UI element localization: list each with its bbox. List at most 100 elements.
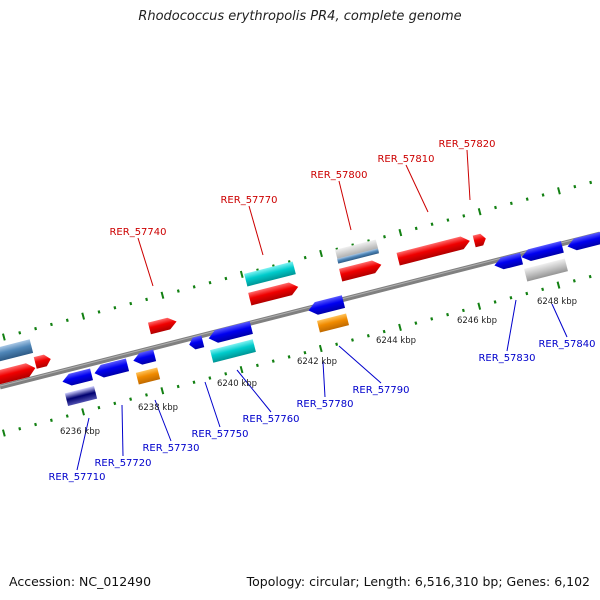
lower-tick-mark: [509, 296, 513, 300]
gene-feature: [133, 349, 157, 365]
lower-tick-mark: [335, 342, 339, 346]
gene-arrow: [189, 335, 205, 350]
upper-tick-mark: [129, 301, 133, 306]
gene-arrow: [396, 236, 470, 266]
upper-tick-mark: [113, 306, 117, 310]
gene-arrow: [337, 248, 379, 264]
lower-tick-mark: [208, 376, 212, 380]
lower-tick-mark: [49, 418, 53, 423]
leader-line: [154, 399, 172, 442]
upper-tick-mark: [557, 187, 561, 195]
lower-tick-mark: [556, 281, 561, 289]
gene-arrow: [135, 367, 161, 385]
upper-tick-mark: [509, 201, 513, 206]
upper-tick-mark: [462, 214, 466, 218]
upper-tick-mark: [2, 333, 6, 341]
lower-tick-mark: [541, 287, 545, 292]
lower-tick-mark: [81, 408, 85, 416]
gene-feature: [0, 339, 34, 363]
gene-feature: [567, 231, 600, 251]
lower-tick-mark: [525, 291, 529, 296]
gene-feature: [337, 248, 379, 264]
upper-tick-mark: [239, 270, 244, 278]
gene-arrow: [308, 295, 346, 315]
upper-tick-mark: [81, 312, 86, 320]
leader-line: [137, 237, 154, 287]
lower-tick-mark: [18, 427, 22, 431]
lower-tick-mark: [160, 387, 165, 395]
upper-tick-mark: [97, 310, 101, 314]
gene-label-rer-57740[interactable]: RER_57740: [109, 227, 166, 238]
leader-line: [338, 180, 352, 231]
lower-tick-mark: [129, 397, 133, 401]
gene-label-rer-57840[interactable]: RER_57840: [538, 339, 595, 350]
upper-tick-mark: [160, 291, 165, 299]
gene-arrow: [208, 321, 253, 343]
lower-tick-mark: [224, 372, 228, 376]
lower-tick-mark: [65, 414, 69, 418]
lower-tick-mark: [351, 338, 354, 342]
lower-tick-mark: [271, 359, 275, 363]
gene-arrow: [472, 233, 486, 248]
lower-tick-mark: [255, 363, 259, 368]
gene-arrow: [244, 261, 296, 287]
gene-label-rer-57830[interactable]: RER_57830: [478, 353, 535, 364]
gene-feature: [244, 261, 296, 287]
leader-line: [322, 361, 326, 398]
gene-arrow: [33, 354, 51, 369]
gene-feature: [62, 368, 94, 386]
upper-tick-mark: [589, 180, 593, 185]
gene-label-rer-57780[interactable]: RER_57780: [296, 399, 353, 410]
lower-tick-mark: [461, 308, 465, 313]
upper-tick-mark: [383, 235, 386, 239]
gene-arrow: [0, 363, 36, 385]
lower-tick-mark: [287, 355, 291, 359]
tick-label-6246: 6246 kbp: [457, 316, 497, 326]
tick-labels: 6236 kbp 6238 kbp 6240 kbp 6242 kbp 6244…: [60, 297, 577, 437]
lower-tick-mark: [97, 405, 101, 410]
leader-line: [466, 149, 471, 201]
gene-label-rer-57820[interactable]: RER_57820: [438, 139, 495, 150]
gene-label-rer-57710[interactable]: RER_57710: [48, 472, 105, 483]
gene-arrow: [64, 385, 98, 407]
gene-label-rer-57800[interactable]: RER_57800: [310, 170, 367, 181]
gene-label-rer-57810[interactable]: RER_57810: [377, 154, 434, 165]
upper-tick-mark: [192, 285, 196, 289]
leader-line: [76, 417, 90, 471]
gene-feature: [208, 321, 253, 343]
gene-label-rer-57720[interactable]: RER_57720: [94, 458, 151, 469]
gene-feature: [339, 260, 382, 282]
gene-label-rer-57760[interactable]: RER_57760: [242, 414, 299, 425]
gene-arrow: [524, 258, 568, 282]
lower-tick-mark: [382, 329, 386, 334]
gene-feature: [94, 358, 130, 378]
upper-tick-mark: [477, 208, 482, 216]
gene-label-rer-57770[interactable]: RER_57770: [220, 195, 277, 206]
gene-feature: [248, 282, 299, 306]
lower-tick-mark: [446, 312, 450, 317]
accession-text: Accession: NC_012490: [9, 574, 152, 589]
leader-line: [338, 345, 382, 384]
gene-feature: [316, 313, 350, 333]
upper-tick-mark: [176, 289, 180, 293]
upper-tick-mark: [224, 276, 228, 281]
leader-line: [551, 303, 568, 338]
leader-line: [121, 404, 124, 457]
lower-tick-mark: [572, 279, 576, 283]
lower-tick-mark: [318, 344, 323, 353]
tick-label-6236: 6236 kbp: [60, 427, 100, 437]
gene-arrow: [133, 349, 157, 365]
gene-label-rer-57790[interactable]: RER_57790: [352, 385, 409, 396]
gene-label-rer-57750[interactable]: RER_57750: [191, 429, 248, 440]
upper-tick-mark: [50, 322, 53, 327]
gene-arrow: [494, 252, 524, 270]
lower-tick-mark: [430, 317, 434, 321]
genome-backbone-highlight: [0, 232, 600, 387]
genome-summary-text: Topology: circular; Length: 6,516,310 bp…: [246, 574, 590, 589]
lower-tick-mark: [192, 380, 196, 384]
lower-tick-mark: [366, 334, 370, 338]
gene-label-rer-57730[interactable]: RER_57730: [142, 443, 199, 454]
lower-tick-mark: [34, 422, 38, 427]
upper-tick-mark: [398, 228, 403, 237]
